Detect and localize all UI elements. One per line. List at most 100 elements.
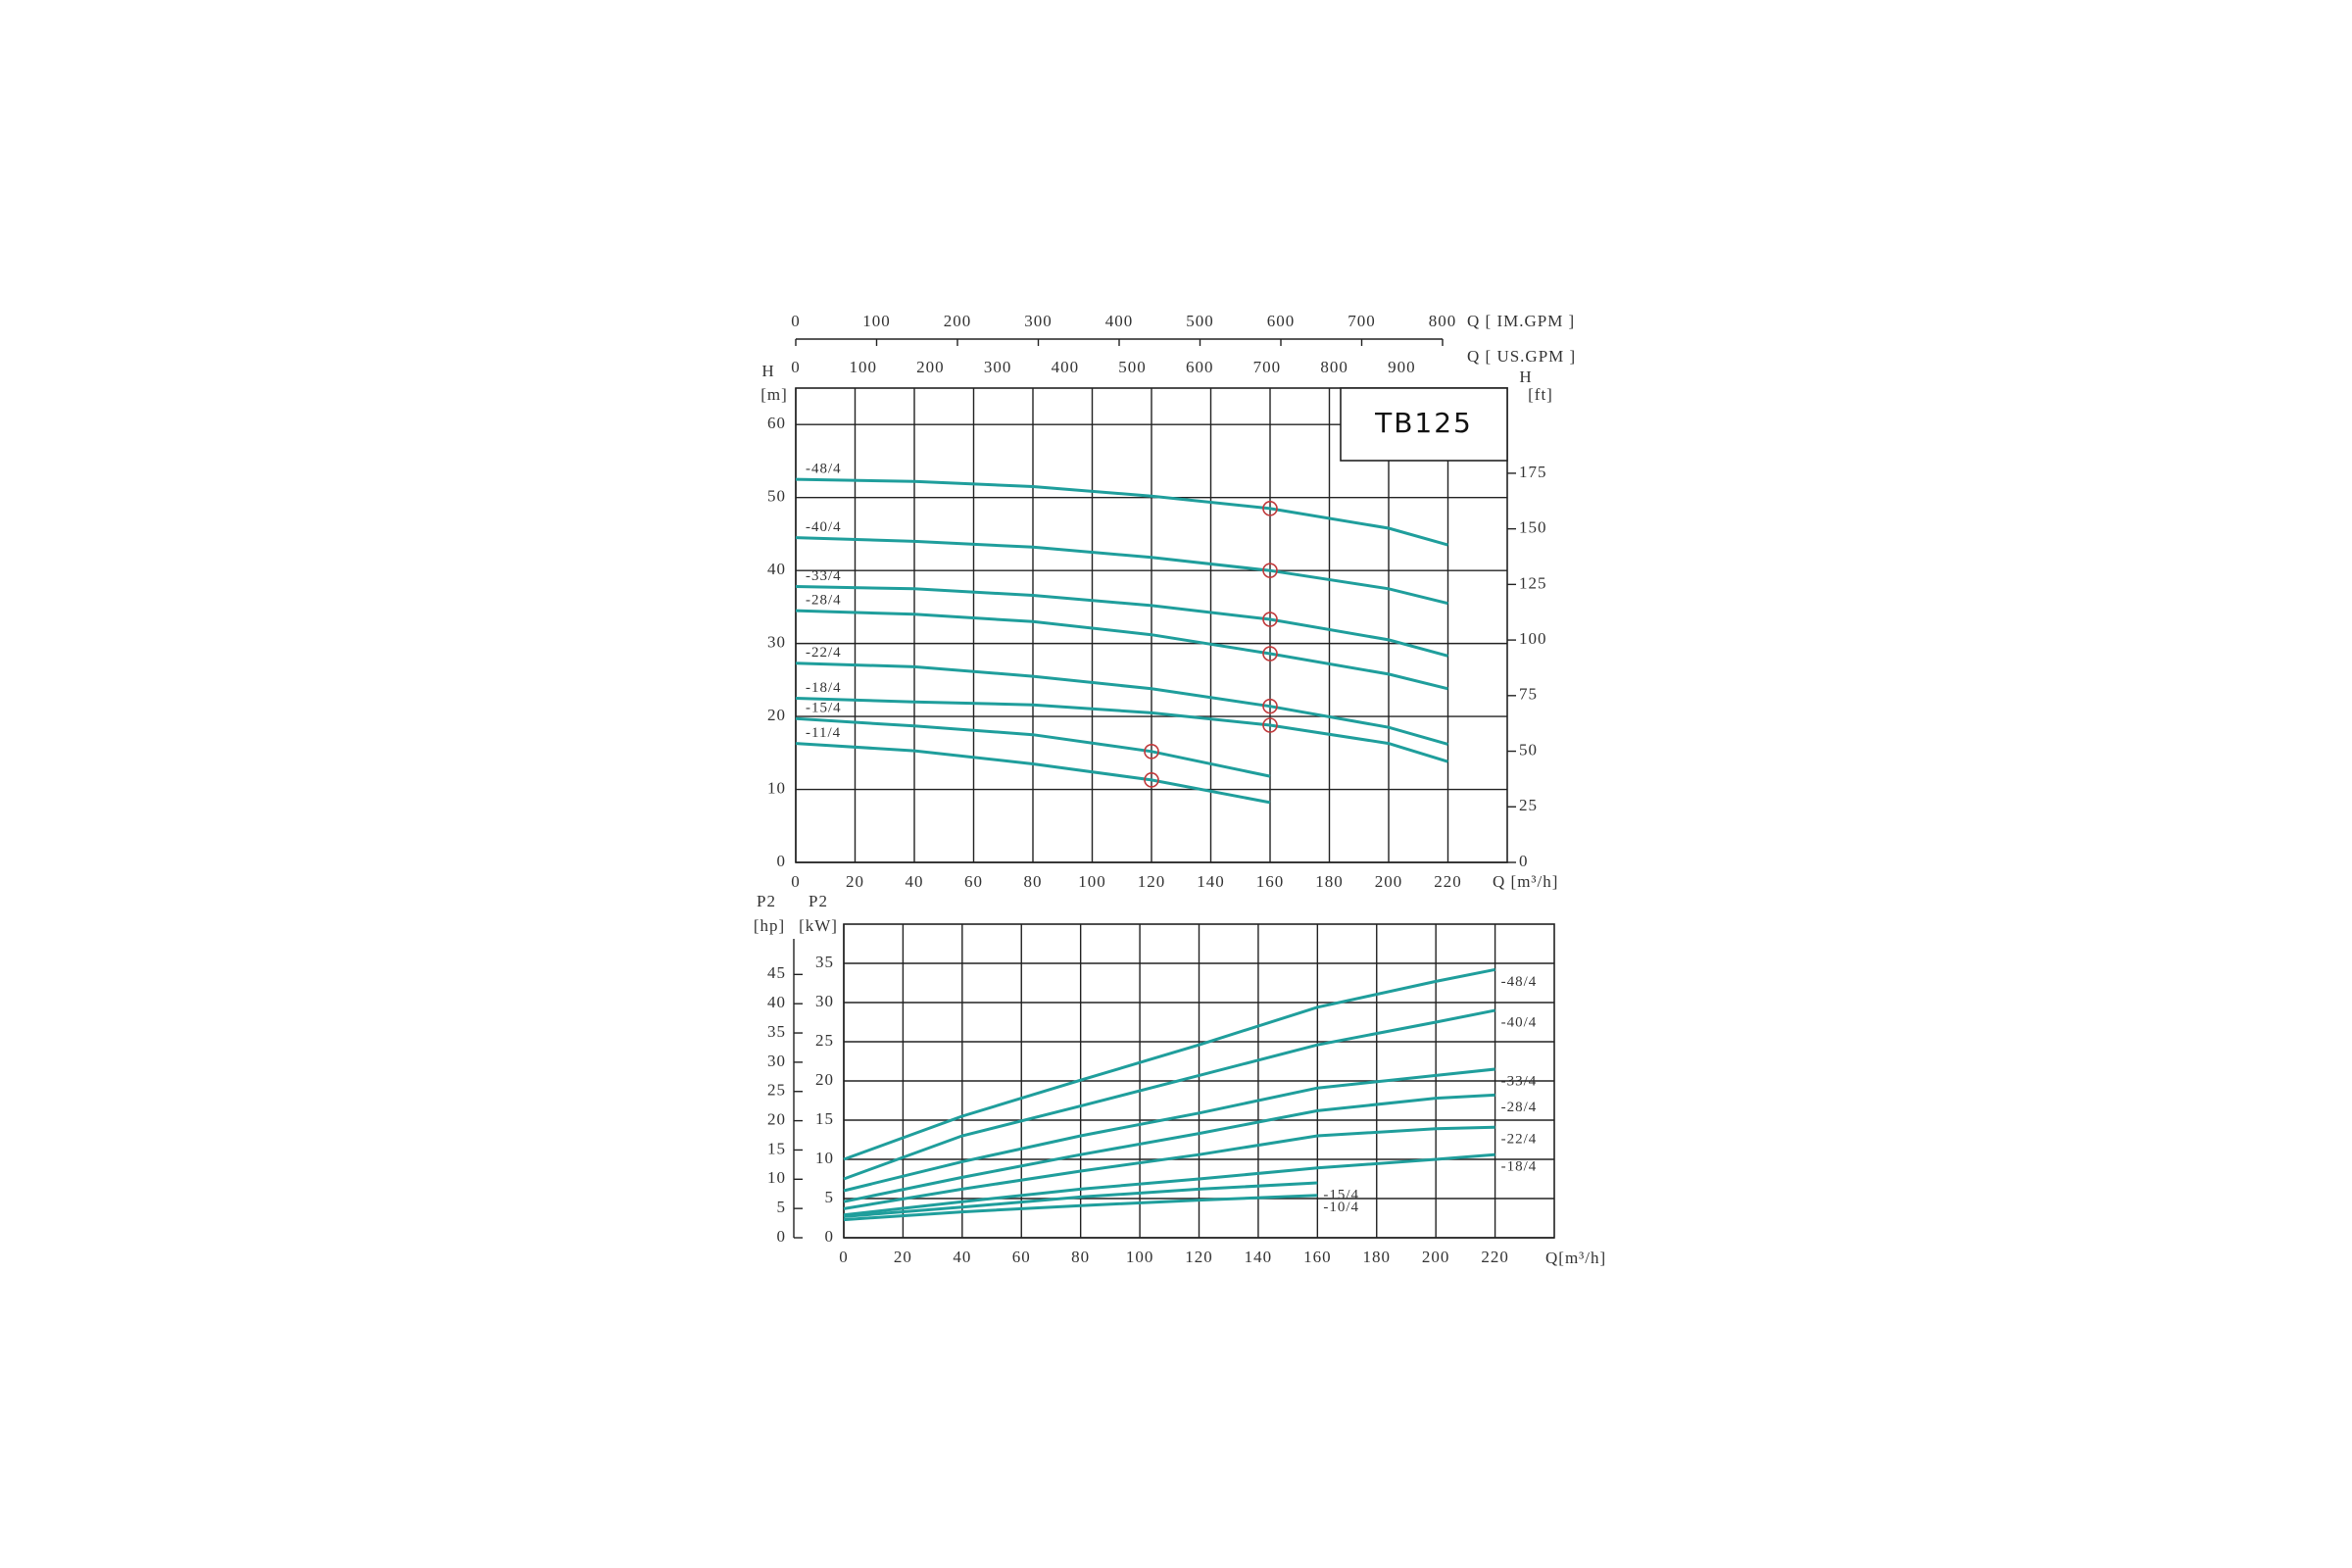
y2-axis-unit: [hp] <box>754 916 785 935</box>
x-tick-label: 100 <box>1078 872 1106 891</box>
top-axis-label: Q [ US.GPM ] <box>1467 347 1576 366</box>
x-tick-label: 220 <box>1434 872 1462 891</box>
y-axis-unit: [kW] <box>799 916 838 935</box>
curve <box>843 1181 1318 1218</box>
rated-point <box>1262 646 1278 662</box>
top-axis-tick-label: 400 <box>1052 358 1080 376</box>
y2-tick-label: 30 <box>767 1052 786 1070</box>
curve-label: -11/4 <box>806 725 841 741</box>
curve-label: -28/4 <box>806 593 842 609</box>
curve-label: -10/4 <box>1323 1200 1359 1215</box>
y-tick-label: 60 <box>767 414 786 432</box>
x-tick-label: 120 <box>1185 1248 1213 1266</box>
curve <box>843 1008 1495 1181</box>
curve <box>843 1067 1495 1193</box>
y2-tick-label: 0 <box>1519 852 1529 870</box>
top-axis-tick-label: 400 <box>1105 312 1134 330</box>
y2-tick-label: 15 <box>767 1139 786 1157</box>
x-tick-label: 40 <box>906 872 924 891</box>
x-tick-label: 140 <box>1197 872 1225 891</box>
x-tick-label: 20 <box>894 1248 912 1266</box>
top-axis-tick-label: 600 <box>1267 312 1296 330</box>
curve <box>795 609 1448 691</box>
y-tick-label: 20 <box>767 706 786 724</box>
y2-tick-label: 20 <box>767 1110 786 1129</box>
y-axis-unit: [m] <box>760 385 788 404</box>
y-tick-label: 35 <box>815 953 834 971</box>
title-box <box>1340 387 1508 462</box>
x-tick-label: 160 <box>1256 872 1285 891</box>
x-tick-label: 20 <box>846 872 864 891</box>
y2-axis-label: P2 <box>757 892 776 910</box>
y2-tick-label: 45 <box>767 963 786 982</box>
top-axis-tick-label: 0 <box>791 358 801 376</box>
x-tick-label: 60 <box>1012 1248 1031 1266</box>
rated-point <box>1262 501 1278 516</box>
x-axis-label: Q [m³/h] <box>1493 872 1558 891</box>
y2-tick-label: 75 <box>1519 685 1538 704</box>
rated-point <box>1262 717 1278 733</box>
y-tick-label: 30 <box>767 633 786 652</box>
x-tick-label: 40 <box>953 1248 971 1266</box>
curve <box>795 742 1271 805</box>
rated-point <box>1262 698 1278 714</box>
rated-point <box>1262 563 1278 578</box>
x-tick-label: 60 <box>964 872 983 891</box>
curve-label: -22/4 <box>1501 1132 1538 1148</box>
curve <box>843 1194 1318 1222</box>
x-tick-label: 180 <box>1315 872 1344 891</box>
x-tick-label: 80 <box>1071 1248 1090 1266</box>
curve <box>843 1125 1495 1210</box>
y2-tick-label: 50 <box>1519 740 1538 759</box>
x-tick-label: 200 <box>1422 1248 1450 1266</box>
top-axis-label: Q [ IM.GPM ] <box>1467 312 1575 330</box>
x-tick-label: 100 <box>1126 1248 1154 1266</box>
top-axis-tick-label: 100 <box>862 312 891 330</box>
y2-axis-unit: [ft] <box>1528 385 1553 404</box>
y-tick-label: 15 <box>815 1109 834 1128</box>
y-tick-label: 10 <box>815 1149 834 1167</box>
y-tick-label: 20 <box>815 1070 834 1089</box>
y2-tick-label: 175 <box>1519 463 1547 481</box>
curve <box>843 1093 1495 1203</box>
top-axis-tick-label: 300 <box>1024 312 1053 330</box>
y2-tick-label: 25 <box>767 1081 786 1100</box>
y2-axis-label: H <box>1519 368 1532 386</box>
x-tick-label: 0 <box>791 872 801 891</box>
curve <box>843 1152 1495 1217</box>
curve-label: -33/4 <box>806 568 842 584</box>
curve-label: -33/4 <box>1501 1073 1538 1089</box>
curve <box>795 697 1448 763</box>
top-axis-tick-label: 600 <box>1186 358 1214 376</box>
y-tick-label: 30 <box>815 992 834 1010</box>
y2-tick-label: 25 <box>1519 796 1538 814</box>
top-axis-tick-label: 200 <box>916 358 945 376</box>
top-axis-tick-label: 700 <box>1253 358 1282 376</box>
curve <box>795 662 1448 746</box>
curve-label: -18/4 <box>806 680 842 696</box>
y2-tick-label: 100 <box>1519 629 1547 648</box>
y-tick-label: 40 <box>767 560 786 578</box>
top-axis-tick-label: 900 <box>1388 358 1416 376</box>
curve-label: -28/4 <box>1501 1100 1538 1115</box>
curve-label: -22/4 <box>806 645 842 661</box>
top-axis-tick-label: 200 <box>944 312 972 330</box>
curve <box>795 716 1271 778</box>
y2-tick-label: 150 <box>1519 518 1547 537</box>
x-tick-label: 0 <box>839 1248 849 1266</box>
top-axis-tick-label: 500 <box>1186 312 1214 330</box>
x-axis-label: Q[m³/h] <box>1545 1249 1606 1267</box>
curve-label: -18/4 <box>1501 1159 1538 1175</box>
y2-tick-label: 125 <box>1519 573 1547 592</box>
y2-tick-label: 40 <box>767 993 786 1011</box>
x-tick-label: 120 <box>1138 872 1166 891</box>
top-axis-tick-label: 800 <box>1429 312 1457 330</box>
chart-title: TB125 <box>1374 407 1473 439</box>
y2-tick-label: 10 <box>767 1168 786 1187</box>
top-axis-tick-label: 100 <box>849 358 877 376</box>
y-tick-label: 5 <box>825 1188 835 1206</box>
x-tick-label: 180 <box>1363 1248 1392 1266</box>
curve-label: -15/4 <box>806 701 842 716</box>
x-tick-label: 160 <box>1303 1248 1332 1266</box>
